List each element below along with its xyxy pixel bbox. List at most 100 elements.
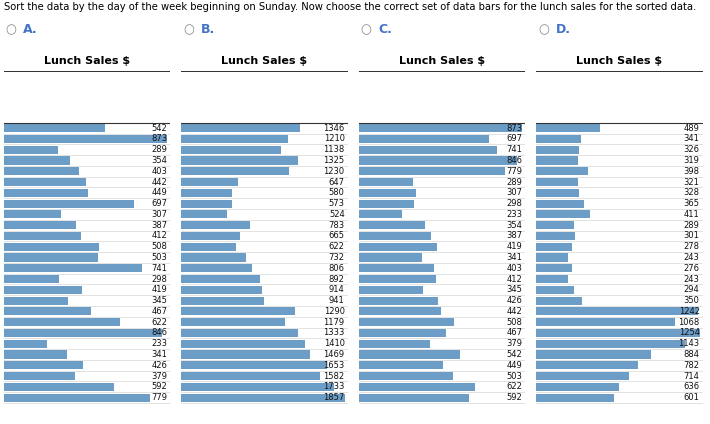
Text: 467: 467 <box>506 329 522 338</box>
Bar <box>181 286 261 294</box>
Text: 243: 243 <box>684 275 699 284</box>
Text: 714: 714 <box>684 371 699 381</box>
Text: 294: 294 <box>684 285 699 294</box>
Bar <box>536 372 629 380</box>
Bar <box>536 286 574 294</box>
Text: 403: 403 <box>151 167 167 176</box>
Text: 289: 289 <box>506 178 522 187</box>
Bar <box>181 167 290 175</box>
Bar <box>4 254 98 262</box>
Bar <box>359 361 442 369</box>
Bar <box>536 383 619 391</box>
Bar <box>4 275 60 283</box>
Text: 806: 806 <box>329 264 344 273</box>
Bar <box>536 340 685 348</box>
Text: 307: 307 <box>151 210 167 219</box>
Text: 326: 326 <box>684 145 699 154</box>
Bar <box>181 264 252 272</box>
Bar <box>4 189 87 197</box>
Text: 892: 892 <box>329 275 344 284</box>
Bar <box>359 372 453 380</box>
Text: 1143: 1143 <box>679 339 699 348</box>
Bar <box>359 318 454 326</box>
Bar <box>536 135 581 143</box>
Text: 665: 665 <box>329 232 344 240</box>
Bar <box>4 221 76 229</box>
Bar <box>4 243 99 251</box>
Text: Sort the data by the day of the week beginning on Sunday. Now choose the correct: Sort the data by the day of the week beg… <box>4 2 696 12</box>
Bar <box>536 329 699 337</box>
Text: 884: 884 <box>684 350 699 359</box>
Bar <box>181 296 264 304</box>
Text: 741: 741 <box>506 145 522 154</box>
Bar <box>4 135 167 143</box>
Bar <box>181 189 232 197</box>
Bar <box>181 383 334 391</box>
Bar <box>536 200 584 208</box>
Text: C.: C. <box>378 23 393 36</box>
Text: 307: 307 <box>506 188 522 197</box>
Bar <box>4 372 75 380</box>
Bar <box>4 167 79 175</box>
Bar <box>4 393 150 402</box>
Bar <box>359 178 413 186</box>
Text: 419: 419 <box>151 285 167 294</box>
Text: 542: 542 <box>506 350 522 359</box>
Text: 403: 403 <box>506 264 522 273</box>
Bar <box>536 264 572 272</box>
Text: 412: 412 <box>506 275 522 284</box>
Text: 1325: 1325 <box>324 156 344 165</box>
Bar <box>4 307 91 315</box>
Bar <box>4 351 67 359</box>
Text: A.: A. <box>23 23 38 36</box>
Text: 301: 301 <box>684 232 699 240</box>
Text: D.: D. <box>556 23 571 36</box>
Bar <box>181 351 310 359</box>
Bar <box>4 318 120 326</box>
Bar <box>359 254 422 262</box>
Bar <box>181 254 246 262</box>
Bar <box>181 210 227 218</box>
Bar <box>181 275 260 283</box>
Text: ○: ○ <box>6 23 16 36</box>
Text: 542: 542 <box>151 124 167 133</box>
Text: ○: ○ <box>361 23 371 36</box>
Bar <box>536 156 578 165</box>
Bar <box>536 393 614 402</box>
Text: 941: 941 <box>329 296 344 305</box>
Bar <box>359 383 475 391</box>
Text: 622: 622 <box>151 318 167 326</box>
Text: 233: 233 <box>506 210 522 219</box>
Bar <box>359 264 434 272</box>
Text: 467: 467 <box>151 307 167 316</box>
Text: 1290: 1290 <box>324 307 344 316</box>
Bar <box>4 232 81 240</box>
Bar <box>359 275 436 283</box>
Text: 783: 783 <box>329 220 344 230</box>
Bar <box>181 135 288 143</box>
Bar <box>181 340 305 348</box>
Text: 508: 508 <box>151 242 167 251</box>
Bar <box>359 232 431 240</box>
Bar <box>181 178 238 186</box>
Bar <box>536 275 568 283</box>
Text: 449: 449 <box>151 188 167 197</box>
Bar <box>536 351 651 359</box>
Bar <box>4 264 143 272</box>
Text: 354: 354 <box>506 220 522 230</box>
Text: 289: 289 <box>684 220 699 230</box>
Text: Lunch Sales $: Lunch Sales $ <box>399 56 485 67</box>
Text: 345: 345 <box>506 285 522 294</box>
Bar <box>181 318 285 326</box>
Text: 1179: 1179 <box>324 318 344 326</box>
Bar <box>181 361 327 369</box>
Bar <box>359 210 402 218</box>
Text: 779: 779 <box>151 393 167 402</box>
Bar <box>359 124 522 132</box>
Text: 782: 782 <box>684 361 699 370</box>
Bar <box>536 167 588 175</box>
Text: 298: 298 <box>506 199 522 208</box>
Text: B.: B. <box>201 23 215 36</box>
Bar <box>359 221 425 229</box>
Text: 233: 233 <box>151 339 167 348</box>
